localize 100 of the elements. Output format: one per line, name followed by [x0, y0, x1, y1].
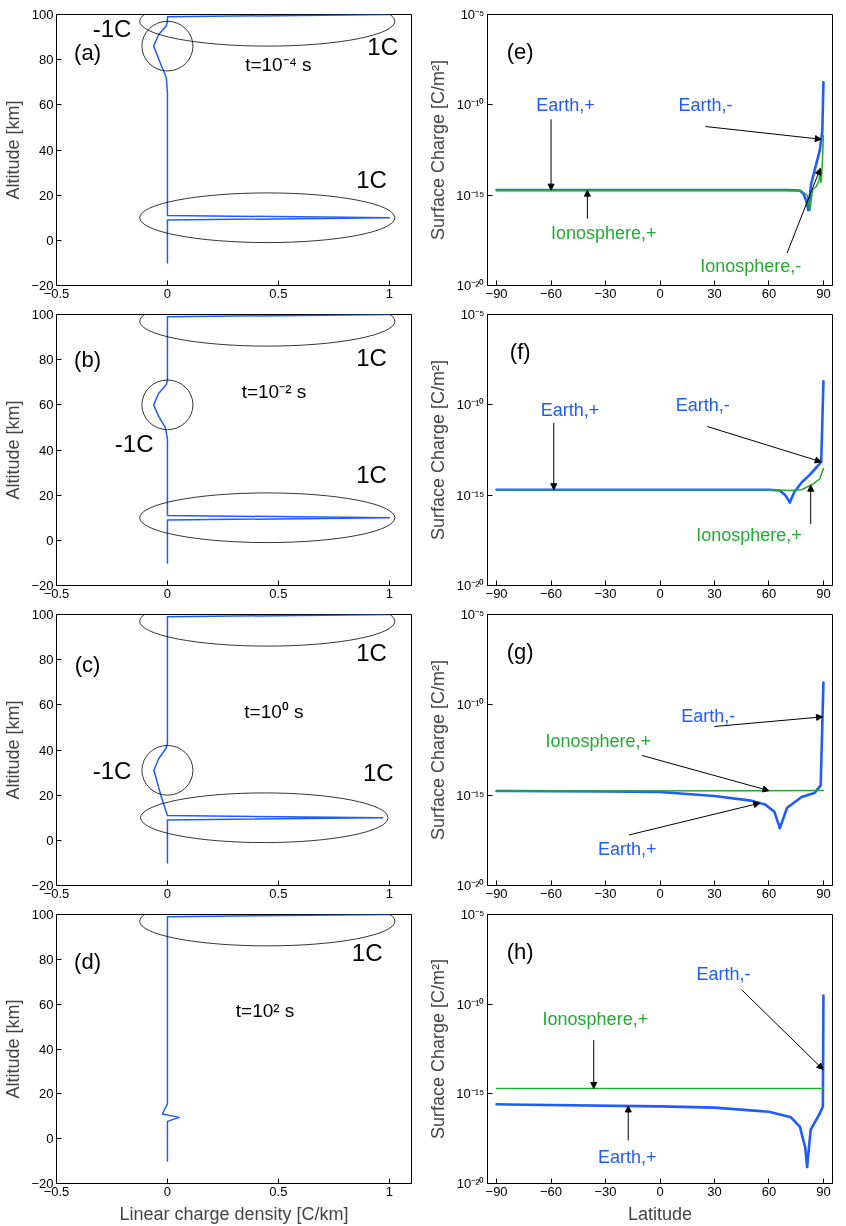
y-tick-label: 40 [39, 742, 54, 758]
y-tick-label: 10⁻²⁰ [456, 278, 485, 293]
text: Ionosphere,- [700, 255, 802, 276]
y-tick-label: 10⁻²⁰ [456, 1176, 485, 1191]
y-tick-label: 100 [31, 307, 54, 322]
x-tick-label: −90 [485, 1183, 508, 1199]
y-tick-label: 80 [39, 951, 54, 967]
x-tick-label: 0.5 [269, 1183, 288, 1199]
x-tick-label: 0 [163, 285, 172, 301]
x-tick-label: 0 [163, 1183, 172, 1199]
x-tick-label: −30 [594, 285, 617, 301]
y-tick-label: 10⁻²⁰ [456, 578, 485, 593]
y-tick-label: 100 [31, 7, 54, 22]
text: Earth,- [675, 394, 730, 415]
x-tick-label: −90 [485, 285, 508, 301]
x-tick-label: 30 [707, 585, 722, 601]
x-axis-title: Latitude [627, 1203, 693, 1224]
text: Ionosphere,+ [542, 1008, 649, 1029]
annotation: (f) [509, 339, 531, 365]
x-tick-label: 1 [385, 1183, 393, 1199]
x-tick-label: 90 [816, 885, 831, 901]
annotation: (b) [74, 347, 102, 373]
annotation: 1C [356, 165, 387, 193]
x-tick-label: 30 [707, 885, 722, 901]
y-tick-label: 20 [39, 1086, 54, 1102]
text: Earth,- [681, 705, 736, 726]
x-tick-label: 30 [707, 285, 722, 301]
y-tick-label: 0 [46, 1131, 54, 1147]
text: Earth,+ [598, 839, 657, 860]
y-tick-label: 0 [46, 232, 54, 248]
y-tick-label: 80 [39, 52, 54, 68]
y-tick-label: 10⁻¹⁵ [456, 487, 485, 503]
x-tick-label: 0 [656, 885, 664, 901]
text: Earth,+ [536, 94, 595, 115]
y-tick-label: 10⁻¹⁵ [456, 1086, 485, 1102]
annotation: (h) [506, 938, 534, 964]
y-axis-title: Altitude [km] [3, 700, 24, 800]
x-tick-label: 0 [656, 1183, 664, 1199]
y-axis-title: Altitude [km] [3, 400, 24, 500]
annotation: (d) [74, 949, 102, 975]
text: Earth,- [678, 94, 733, 115]
y-tick-label: 60 [39, 397, 54, 413]
annotation: t=10⁻⁴ s [245, 53, 312, 75]
y-tick-label: 60 [39, 996, 54, 1012]
x-tick-label: 90 [816, 585, 831, 601]
x-tick-label: −60 [540, 285, 563, 301]
y-axis-title: Surface Charge [C/m²] [428, 659, 449, 841]
x-tick-label: 0 [163, 885, 172, 901]
y-tick-label: 20 [39, 187, 54, 203]
x-tick-label: −60 [540, 1183, 563, 1199]
annotation: 1C [356, 461, 387, 489]
y-tick-label: 10⁻⁵ [460, 7, 485, 22]
text: Ionosphere,+ [545, 730, 652, 751]
y-tick-label: 80 [39, 652, 54, 668]
x-tick-label: 30 [707, 1183, 722, 1199]
annotation: 1C [362, 759, 394, 787]
y-tick-label: 80 [39, 352, 54, 368]
annotation: t=10² s [235, 1000, 295, 1022]
y-tick-label: 20 [39, 787, 54, 803]
annotation: (a) [74, 40, 102, 66]
series-label: Ionosphere,+ [550, 223, 657, 244]
y-tick-label: 10⁻⁵ [460, 907, 485, 922]
text: Earth,+ [540, 400, 600, 421]
y-tick-label: 100 [31, 607, 54, 622]
y-axis-title: Altitude [km] [3, 100, 24, 200]
annotation: (g) [506, 639, 534, 665]
y-tick-label: 60 [39, 697, 54, 713]
annotation: 1C [356, 639, 387, 667]
x-tick-label: 60 [761, 285, 777, 301]
x-tick-label: 0 [656, 285, 664, 301]
annotation: 1C [351, 939, 383, 967]
y-tick-label: 0 [46, 532, 54, 548]
x-tick-label: 0.5 [269, 585, 288, 601]
y-axis-title: Surface Charge [C/m²] [428, 958, 449, 1140]
annotation: t=10⁰ s [244, 701, 304, 723]
annotation: (e) [506, 39, 534, 65]
x-tick-label: 60 [761, 585, 777, 601]
x-tick-label: 1 [385, 585, 393, 601]
y-tick-label: 100 [31, 907, 54, 922]
x-tick-label: −60 [540, 585, 563, 601]
x-tick-label: 1 [385, 285, 393, 301]
y-tick-label: 0 [46, 832, 54, 848]
x-tick-label: −60 [540, 885, 563, 901]
y-tick-label: 60 [39, 97, 54, 113]
y-axis-title: Altitude [km] [3, 999, 24, 1099]
annotation: -1C [92, 756, 132, 784]
x-tick-label: −90 [485, 885, 508, 901]
y-tick-label: 10⁻¹⁵ [456, 787, 485, 803]
x-tick-label: −30 [594, 885, 617, 901]
y-tick-label: 10⁻¹⁵ [456, 187, 485, 203]
text: Earth,+ [598, 1146, 657, 1167]
annotation: -1C [114, 429, 154, 457]
series-label: Ionosphere,+ [696, 524, 802, 545]
y-tick-label: 10⁻¹⁰ [456, 397, 485, 413]
x-tick-label: 0 [163, 585, 172, 601]
y-tick-label: 40 [39, 1041, 54, 1057]
x-axis-title: Linear charge density [C/km] [119, 1203, 349, 1224]
x-tick-label: 60 [761, 1183, 777, 1199]
x-tick-label: 0.5 [269, 885, 288, 901]
annotation: (c) [74, 651, 101, 677]
